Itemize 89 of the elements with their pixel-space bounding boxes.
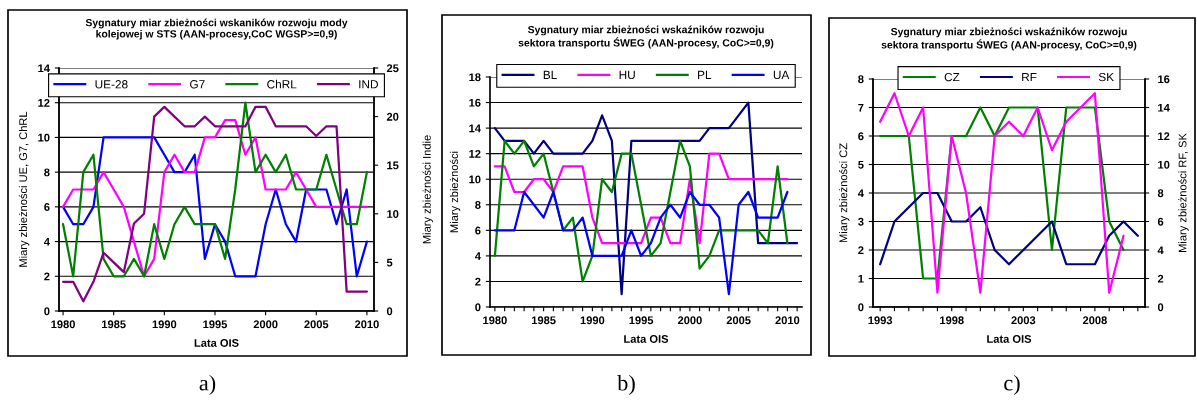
x-axis-title: Lata OIS [987, 335, 1032, 343]
x-tick-label: 2000 [253, 320, 278, 329]
x-tick-label: 2010 [354, 320, 379, 329]
x-tick-label: 1985 [102, 320, 126, 329]
y-axis-title: Miary zbieżności [449, 151, 461, 233]
y2-tick-label: 20 [386, 112, 399, 121]
y-tick-label: 14 [469, 124, 481, 133]
legend-label: BL [543, 70, 557, 79]
y2-tick-label: 4 [1157, 246, 1164, 255]
text: c) [1004, 374, 1020, 396]
y2-tick-label: 6 [1157, 217, 1164, 226]
y-tick-label: 14 [38, 64, 50, 73]
legend-label: CZ [944, 72, 960, 82]
x-tick-label: 1985 [531, 316, 556, 325]
legend-label: SK [1098, 72, 1114, 82]
y-tick-label: 10 [469, 175, 481, 184]
x-tick-label: 2000 [677, 316, 702, 325]
y-tick-label: 8 [475, 201, 481, 209]
text: a) [199, 374, 216, 396]
legend-label: ChRL [267, 79, 297, 89]
legend-label: G7 [190, 80, 205, 89]
x-tick-label: 2008 [1082, 316, 1107, 325]
y-tick-label: 4 [474, 252, 481, 260]
y2-tick-label: 15 [387, 161, 399, 170]
y-tick-label: 16 [469, 98, 481, 107]
y2-tick-label: 0 [386, 307, 393, 316]
y-tick-label: 2 [475, 277, 481, 286]
y-tick-label: 12 [469, 149, 481, 158]
y-tick-label: 1 [858, 274, 864, 283]
y2-tick-label: 14 [1158, 103, 1170, 112]
y-tick-label: 2 [44, 272, 50, 281]
x-tick-label: 2010 [775, 316, 800, 325]
x-tick-label: 2005 [304, 320, 329, 329]
y-axis-title: Miary zbieżności UE, G7, ChRL [18, 111, 30, 267]
line-series [493, 152, 789, 245]
y2-tick-label: 25 [386, 64, 399, 73]
x-axis-title: Lata OIS [624, 335, 669, 343]
x-tick-label: 1993 [868, 316, 893, 325]
x-tick-label: 2005 [726, 316, 751, 325]
x-tick-label: 1995 [629, 316, 654, 325]
y-tick-label: 8 [44, 168, 50, 177]
y-tick-label: 18 [469, 73, 481, 82]
y-tick-label: 10 [38, 133, 50, 142]
y2-tick-label: 10 [387, 210, 399, 218]
y-tick-label: 0 [475, 303, 481, 312]
y-axis-title: Miary zbieżności CZ [838, 143, 850, 243]
y-tick-label: 6 [858, 132, 864, 141]
y2-axis-title: Miary zbieżności RF, SK [1178, 133, 1189, 252]
x-tick-label: 2003 [1011, 316, 1036, 325]
y-tick-label: 0 [858, 303, 864, 312]
y2-tick-label: 16 [1158, 75, 1170, 84]
x-tick-label: 1990 [152, 320, 177, 329]
legend-label: PL [698, 70, 712, 79]
chart-title: Sygnatury miar zbieżności wskaników rozwoju mody kolejowej w STS (AAN-procesy,CoC WGSP>=0,9) [85, 18, 348, 40]
text: b) [617, 374, 635, 396]
y2-tick-label: 10 [1158, 160, 1170, 169]
y-tick-label: 7 [858, 103, 864, 112]
y-tick-label: 3 [858, 217, 864, 226]
line-series [879, 191, 1139, 266]
x-tick-label: 1980 [483, 316, 507, 325]
y-tick-label: 6 [44, 203, 50, 211]
x-tick-label: 1998 [940, 316, 964, 325]
y-tick-label: 8 [858, 75, 864, 84]
legend-label: UA [773, 70, 790, 80]
y-tick-label: 4 [43, 237, 50, 246]
legend-label: IND [359, 80, 378, 89]
x-axis-title: Lata OIS [194, 339, 239, 347]
y-tick-label: 0 [44, 307, 50, 316]
y2-axis-title: Miary zbieżności Indie [422, 135, 433, 244]
y2-tick-label: 12 [1158, 132, 1170, 141]
y2-tick-label: 5 [386, 258, 393, 267]
chart-title: Sygnatury miar zbieżności wskaźników rozwoju sektora transportu ŚWEG (AAN-procesy, CoC>=0,9) [881, 27, 1137, 51]
legend-label: RF [1022, 73, 1037, 82]
line-series [493, 139, 789, 283]
y-tick-label: 6 [475, 226, 481, 235]
x-tick-label: 1995 [203, 320, 228, 329]
y-tick-label: 4 [857, 189, 864, 198]
x-tick-label: 1980 [51, 320, 75, 329]
legend-label: UE-28 [95, 80, 128, 89]
y-tick-label: 12 [38, 98, 50, 107]
y-tick-label: 2 [858, 246, 864, 255]
y2-tick-label: 8 [1157, 189, 1164, 198]
x-tick-label: 1990 [580, 316, 605, 325]
y-tick-label: 5 [858, 160, 864, 169]
y2-tick-label: 2 [1157, 274, 1164, 283]
y2-tick-label: 0 [1157, 303, 1164, 312]
chart-title: Sygnatury miar zbieżności wskaźników rozwoju sektora transportu ŚWEG (AAN-procesy, CoC>=0,9) [518, 25, 774, 49]
legend-label: HU [619, 70, 635, 80]
line-series [493, 190, 789, 296]
